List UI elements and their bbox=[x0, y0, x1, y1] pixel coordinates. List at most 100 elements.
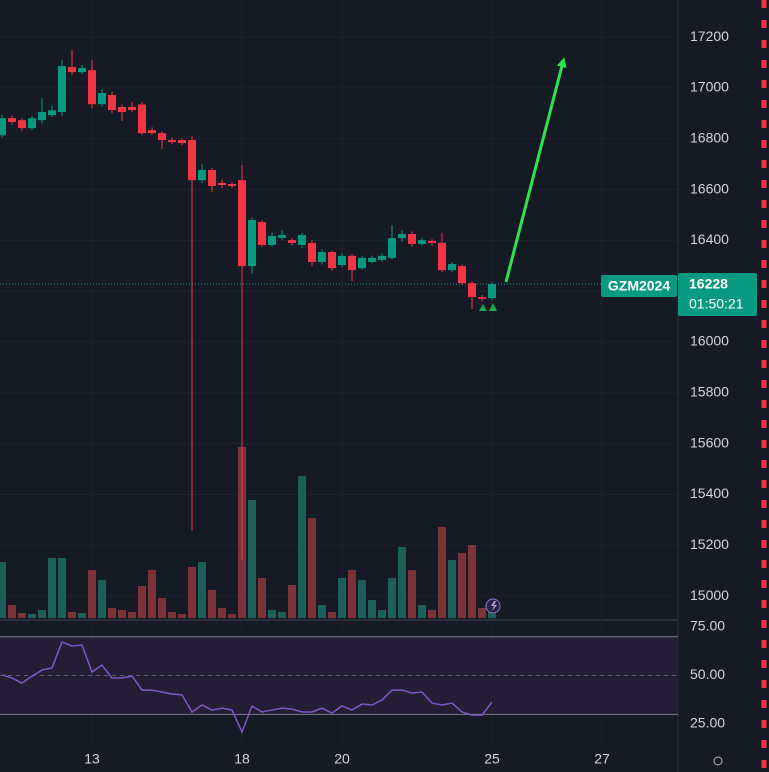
volume-bar bbox=[348, 570, 356, 618]
candle-body bbox=[408, 234, 416, 244]
x-tick-label: 25 bbox=[484, 751, 500, 767]
candle-body bbox=[8, 118, 16, 122]
candle-body bbox=[468, 283, 476, 298]
candle-body bbox=[198, 170, 206, 181]
volume-bar bbox=[108, 608, 116, 618]
last-price-label: 16228 bbox=[689, 276, 728, 292]
signal-markers bbox=[479, 303, 497, 311]
y-tick-label: 15600 bbox=[690, 434, 729, 450]
grid-layer bbox=[0, 0, 678, 745]
candle-body bbox=[478, 297, 486, 299]
candle-body bbox=[368, 257, 376, 262]
rsi-tick-label: 25.00 bbox=[690, 715, 725, 731]
volume-bar bbox=[318, 605, 326, 618]
candle-body bbox=[18, 120, 26, 129]
volume-bar bbox=[298, 476, 306, 618]
volume-bar bbox=[398, 547, 406, 618]
rsi-layer bbox=[0, 636, 678, 734]
candle-body bbox=[278, 235, 286, 238]
volume-bar bbox=[268, 610, 276, 618]
volume-bar bbox=[228, 614, 236, 618]
settings-icon[interactable] bbox=[713, 756, 723, 766]
volume-bar bbox=[148, 570, 156, 618]
volume-bar bbox=[88, 570, 96, 618]
candle-body bbox=[348, 255, 356, 271]
candle-body bbox=[88, 70, 96, 105]
candle-body bbox=[128, 106, 136, 111]
candle-body bbox=[118, 106, 126, 113]
volume-bar bbox=[378, 610, 386, 618]
volume-bar bbox=[78, 613, 86, 618]
event-icon-bolt bbox=[491, 601, 497, 611]
volume-bar bbox=[408, 570, 416, 618]
volume-bar bbox=[468, 545, 476, 618]
candle-body bbox=[428, 240, 436, 243]
volume-bar bbox=[218, 608, 226, 618]
candle-body bbox=[78, 68, 86, 73]
volume-bar bbox=[138, 586, 146, 618]
candle-body bbox=[328, 252, 336, 269]
volume-bar bbox=[248, 500, 256, 618]
axis-layer: 1500015200154001560015800160001620016400… bbox=[84, 28, 729, 767]
volume-bar bbox=[328, 612, 336, 618]
candle-body bbox=[308, 242, 316, 262]
candle-body bbox=[168, 140, 176, 143]
x-tick-label: 20 bbox=[334, 751, 350, 767]
candle-body bbox=[238, 180, 246, 267]
volume-bar bbox=[278, 612, 286, 618]
y-tick-label: 15000 bbox=[690, 587, 729, 603]
volume-bar bbox=[438, 527, 446, 618]
volume-bar bbox=[488, 612, 496, 618]
volume-bar bbox=[418, 605, 426, 618]
candle-body bbox=[208, 170, 216, 187]
x-tick-label: 27 bbox=[594, 751, 610, 767]
volume-bar bbox=[28, 614, 36, 618]
volume-bar bbox=[288, 585, 296, 618]
candle-body bbox=[188, 140, 196, 181]
volume-bar bbox=[178, 614, 186, 618]
y-tick-label: 15800 bbox=[690, 384, 729, 400]
volume-bar bbox=[168, 612, 176, 618]
volume-bar bbox=[368, 600, 376, 618]
volume-bar bbox=[198, 562, 206, 618]
volume-bar bbox=[458, 553, 466, 618]
volume-bar bbox=[0, 562, 7, 618]
candle-body bbox=[268, 236, 276, 245]
candle-body bbox=[288, 240, 296, 243]
candle-body bbox=[98, 93, 106, 105]
candle-body bbox=[158, 133, 166, 141]
volume-bar bbox=[258, 578, 266, 618]
volume-bar bbox=[128, 612, 136, 618]
rsi-tick-label: 50.00 bbox=[690, 666, 725, 682]
symbol-label: GZM2024 bbox=[608, 278, 670, 294]
volume-bar bbox=[8, 605, 16, 618]
volume-bar bbox=[188, 567, 196, 618]
candle-body bbox=[398, 234, 406, 239]
candle-body bbox=[178, 140, 186, 144]
volume-bar bbox=[388, 578, 396, 618]
volume-bar bbox=[428, 610, 436, 618]
candle-body bbox=[138, 104, 146, 134]
candle-body bbox=[488, 284, 496, 299]
candle-body bbox=[258, 222, 266, 245]
rsi-tick-label: 75.00 bbox=[690, 618, 725, 634]
x-tick-label: 18 bbox=[234, 751, 250, 767]
candle-body bbox=[248, 220, 256, 267]
volume-bar bbox=[18, 613, 26, 618]
y-tick-label: 16800 bbox=[690, 129, 729, 145]
candle-body bbox=[448, 264, 456, 271]
arrow-annotation bbox=[504, 57, 567, 283]
candle-body bbox=[318, 252, 326, 262]
candle-body bbox=[58, 66, 66, 113]
volume-bar bbox=[308, 518, 316, 618]
candle-layer bbox=[0, 49, 496, 561]
price-badge bbox=[678, 273, 757, 316]
candle-body bbox=[358, 257, 366, 269]
candle-body bbox=[458, 266, 466, 284]
volume-bar bbox=[158, 598, 166, 618]
volume-bar bbox=[338, 578, 346, 618]
volume-bar bbox=[38, 610, 46, 618]
volume-bar bbox=[208, 590, 216, 618]
candle-body bbox=[0, 118, 7, 136]
